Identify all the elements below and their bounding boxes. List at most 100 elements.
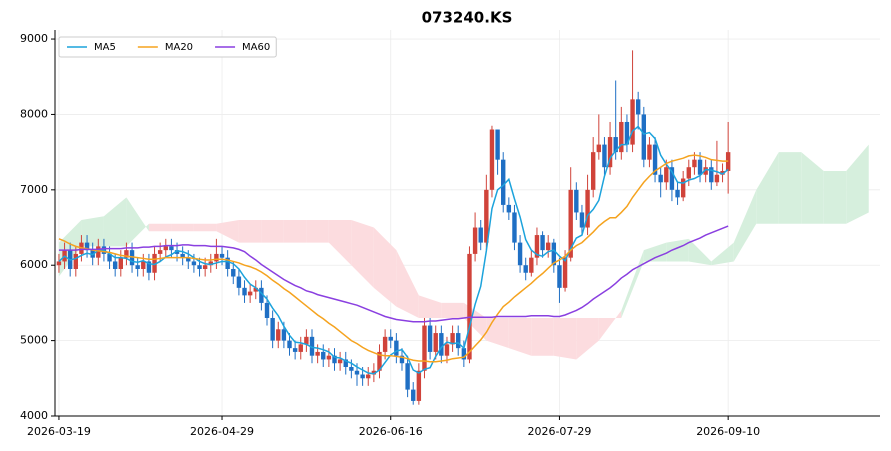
y-tick-label: 6000 <box>20 258 48 271</box>
candle-body <box>382 336 388 352</box>
candle-body <box>337 359 343 364</box>
candle-body <box>652 144 658 175</box>
candle-body <box>529 257 534 273</box>
candle-body <box>630 99 635 145</box>
candle-body <box>664 167 669 183</box>
candle-body <box>259 287 264 303</box>
candle-body <box>624 121 630 145</box>
candle-body <box>551 242 557 266</box>
candle-body <box>523 265 528 273</box>
cloud-segment <box>171 223 194 232</box>
candle-body <box>489 129 495 190</box>
candle-body <box>495 129 500 160</box>
candle-body <box>562 257 568 288</box>
candle-body <box>349 366 354 371</box>
legend-label: MA60 <box>242 42 270 53</box>
cloud-segment <box>621 250 644 318</box>
candle-body <box>315 351 320 356</box>
candle-body <box>242 287 247 296</box>
candle-body <box>354 370 360 375</box>
candle-body <box>411 389 416 401</box>
candle-body <box>613 137 618 153</box>
x-tick-label: 2026-09-10 <box>696 425 760 438</box>
cloud-segment <box>351 219 374 288</box>
cloud-segment <box>441 302 464 318</box>
x-tick-label: 2026-03-19 <box>27 425 91 438</box>
cloud-segment <box>261 219 284 243</box>
candle-body <box>444 344 450 356</box>
cloud-segment <box>711 242 734 266</box>
candle-body <box>332 355 337 364</box>
candle-body <box>686 167 691 179</box>
candle-body <box>112 261 118 269</box>
candle-body <box>191 261 197 266</box>
candle-body <box>472 227 478 254</box>
legend-box <box>58 36 277 58</box>
cloud-segment <box>666 238 689 262</box>
x-tick-label: 2026-07-29 <box>527 425 591 438</box>
candle-body <box>709 167 714 183</box>
cloud-segment <box>756 152 779 224</box>
candle-body <box>321 351 326 360</box>
ma-line <box>58 225 729 323</box>
chart-title: 073240.KS <box>422 9 513 27</box>
candle-body <box>225 257 230 269</box>
legend-label: MA20 <box>165 42 193 53</box>
candle-body <box>107 253 112 262</box>
candle-body <box>394 340 399 356</box>
y-tick-label: 4000 <box>20 409 48 422</box>
candle-body <box>658 174 663 183</box>
candle-body <box>512 212 517 243</box>
candle-body <box>669 167 675 190</box>
candle-body <box>416 370 422 401</box>
candle-body <box>680 178 686 198</box>
candle-body <box>540 235 545 251</box>
cloud-segment <box>486 317 509 349</box>
x-tick-label: 2026-04-29 <box>190 425 254 438</box>
cloud-segment <box>823 170 847 224</box>
candle-body <box>596 144 602 153</box>
candle-body <box>405 363 410 390</box>
candle-body <box>366 374 371 379</box>
candle-body <box>360 374 365 379</box>
candle-body <box>607 137 613 168</box>
candle-body <box>96 246 101 258</box>
candle-body <box>399 355 405 364</box>
candle-body <box>169 246 174 251</box>
candle-body <box>163 246 168 251</box>
candle-body <box>546 242 551 251</box>
x-tick-label: 2026-06-16 <box>359 425 423 438</box>
candle-body <box>174 250 180 254</box>
cloud-segment <box>598 310 622 341</box>
cloud-segment <box>328 219 352 266</box>
candle-body <box>720 170 725 175</box>
candle-body <box>692 159 697 168</box>
candle-body <box>219 253 225 258</box>
candle-body <box>197 265 202 269</box>
candle-body <box>647 144 652 160</box>
candle-body <box>236 276 242 288</box>
candle-body <box>152 253 157 273</box>
candle-body <box>422 325 427 371</box>
cloud-segment <box>126 197 149 247</box>
candle-body <box>56 261 62 266</box>
candle-body <box>574 189 579 213</box>
candle-body <box>725 152 731 171</box>
legend: MA5 MA20 MA60 <box>58 36 277 58</box>
candle-body <box>247 291 253 296</box>
cloud-segment <box>553 317 577 360</box>
candle-body <box>675 189 680 198</box>
candle-body <box>714 174 720 183</box>
candle-body <box>146 261 152 273</box>
cloud-segment <box>148 223 172 232</box>
candle-body <box>619 121 624 153</box>
candle-body <box>602 144 607 168</box>
candle-body <box>585 189 590 228</box>
candle-body <box>264 302 270 318</box>
cloud-segment <box>778 152 802 224</box>
cloud-segment <box>373 227 397 307</box>
candle-body <box>292 348 298 352</box>
candle-body <box>388 336 393 341</box>
candle-body <box>534 235 540 258</box>
